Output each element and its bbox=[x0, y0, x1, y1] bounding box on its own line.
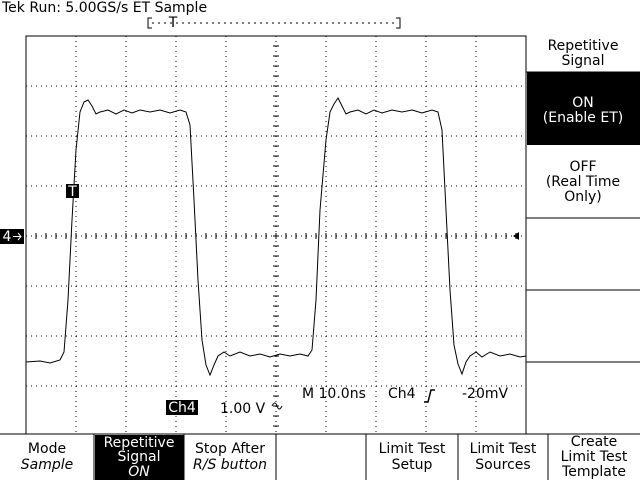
status-line: Tek Run: 5.00GS/s ET Sample bbox=[1, 0, 207, 16]
menu-button[interactable]: Limit Test Setup bbox=[379, 441, 446, 473]
menu-button[interactable]: Stop After R/S button bbox=[193, 441, 267, 473]
button-value: ON bbox=[128, 464, 150, 480]
option-label: Only) bbox=[564, 189, 602, 205]
button-highlight bbox=[95, 435, 184, 480]
trigger-marker: T bbox=[67, 184, 77, 200]
channel-scale: 1.00 V bbox=[220, 401, 266, 417]
trigger-level: -20mV bbox=[462, 386, 509, 402]
button-label: Create bbox=[571, 434, 618, 450]
option-label: (Real Time bbox=[546, 174, 620, 190]
trigger-source: Ch4 bbox=[388, 386, 416, 402]
option-label: ON bbox=[572, 95, 594, 111]
trigger-slope bbox=[424, 389, 435, 403]
button-label: Signal bbox=[117, 449, 160, 465]
timebase: M 10.0ns bbox=[302, 386, 366, 402]
menu-title: Repetitive bbox=[548, 38, 619, 54]
button-value: R/S button bbox=[193, 457, 267, 473]
graticule bbox=[25, 35, 527, 434]
trigger-level-marker bbox=[513, 232, 519, 240]
menu-button[interactable]: Create Limit Test Template bbox=[561, 434, 628, 480]
coupling-icon bbox=[271, 402, 283, 410]
button-label: Stop After bbox=[195, 441, 265, 457]
menu-button[interactable]: Repetitive Signal ON bbox=[95, 435, 184, 480]
button-label: Limit Test bbox=[379, 441, 446, 457]
button-label: Template bbox=[561, 464, 626, 480]
bottom-menu: Mode Sample Repetitive Signal ON Stop Af… bbox=[0, 433, 640, 480]
record-bracket bbox=[147, 17, 401, 29]
trigger-position: T bbox=[168, 15, 178, 31]
side-menu: Repetitive Signal ON (Enable ET) OFF (Re… bbox=[525, 36, 640, 434]
option-highlight bbox=[527, 72, 640, 145]
channel-marker-box bbox=[0, 229, 24, 244]
button-label: Limit Test bbox=[561, 449, 628, 465]
button-label: Sources bbox=[475, 457, 530, 473]
waveform bbox=[25, 97, 527, 377]
menu-option[interactable]: OFF (Real Time Only) bbox=[546, 159, 620, 205]
record-view: T bbox=[147, 15, 401, 31]
button-label: Repetitive bbox=[104, 435, 175, 451]
option-label: OFF bbox=[569, 159, 596, 175]
menu-button[interactable]: Limit Test Sources bbox=[470, 441, 537, 473]
option-label: (Enable ET) bbox=[543, 110, 623, 126]
button-value: Sample bbox=[21, 457, 74, 473]
channel-arrow bbox=[13, 232, 22, 241]
button-separators bbox=[93, 434, 549, 480]
channel: Ch4 bbox=[168, 400, 196, 416]
menu-title: Signal bbox=[561, 53, 604, 69]
channel-marker: 4 bbox=[3, 229, 12, 245]
button-label: Setup bbox=[392, 457, 433, 473]
menu-button[interactable]: Mode Sample bbox=[21, 441, 74, 473]
channel-box bbox=[166, 400, 198, 415]
trigger-marker-box bbox=[66, 184, 79, 198]
button-label: Limit Test bbox=[470, 441, 537, 457]
menu-option[interactable]: ON (Enable ET) bbox=[527, 72, 640, 145]
button-label: Mode bbox=[28, 441, 66, 457]
